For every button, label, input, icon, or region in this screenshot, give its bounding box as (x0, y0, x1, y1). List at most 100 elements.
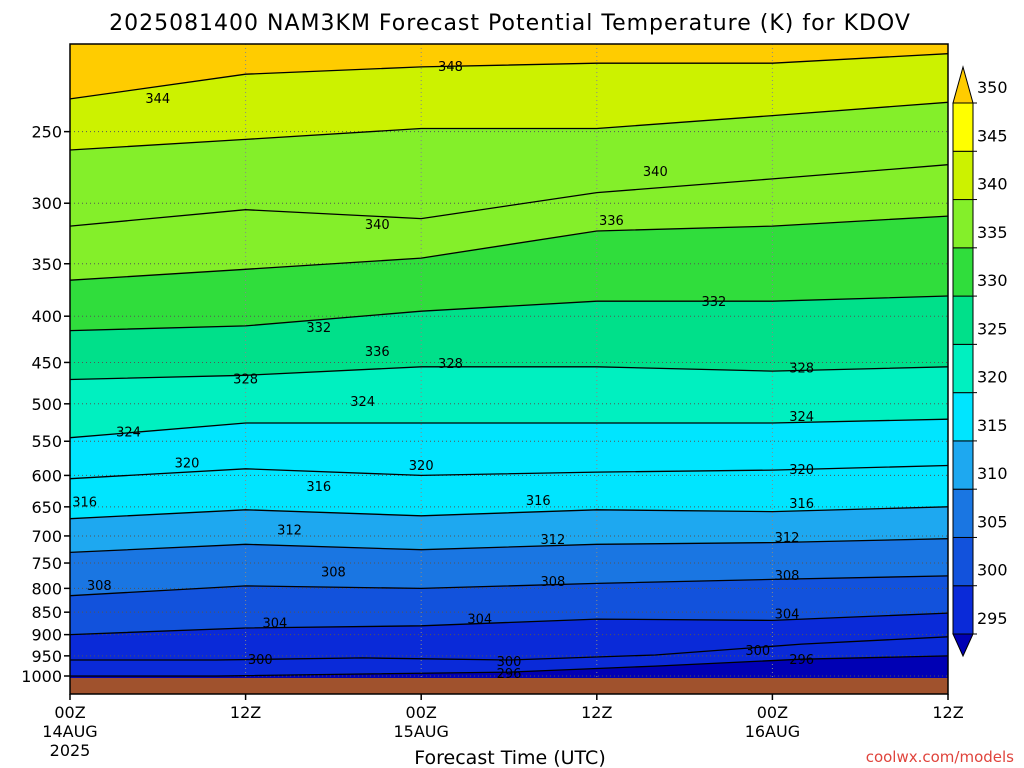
colorbar-label: 330 (977, 271, 1008, 290)
contour-label: 304 (262, 617, 287, 632)
contour-label: 344 (145, 92, 170, 107)
ground-strip (70, 678, 948, 694)
contour-label: 312 (540, 533, 565, 548)
colorbar-swatch (952, 440, 974, 490)
contour-label: 320 (789, 463, 814, 478)
contour-label: 328 (233, 373, 258, 388)
contour-304 (70, 612, 948, 636)
colorbar-swatch (952, 199, 974, 249)
contour-336 (70, 215, 948, 281)
colorbar-label: 315 (977, 416, 1008, 435)
contour-label: 312 (775, 531, 800, 546)
contour-label: 332 (701, 295, 726, 310)
credit-text: coolwx.com/models (866, 748, 1014, 766)
y-tick-label: 800 (31, 579, 62, 598)
x-tick-label: 00Z (406, 703, 437, 722)
x-tick-label: 12Z (932, 703, 963, 722)
contour-label: 324 (350, 395, 375, 410)
y-tick-label: 300 (31, 194, 62, 213)
colorbar-swatch (952, 247, 974, 297)
contour-label: 328 (438, 357, 463, 372)
contour-label: 316 (306, 480, 331, 495)
y-tick-label: 950 (31, 647, 62, 666)
colorbar-top-arrow (952, 65, 974, 104)
contour-340 (70, 164, 948, 227)
y-tick-label: 900 (31, 626, 62, 645)
x-tick-label: 12Z (230, 703, 261, 722)
y-axis: 250 300 350 400 450 500 550 600 650 700 750 800 850 9… (21, 123, 70, 686)
colorbar-swatch (952, 343, 974, 394)
contour-label: 308 (87, 579, 112, 594)
colorbar-swatch (952, 392, 974, 442)
y-tick-label: 500 (31, 395, 62, 414)
contour-label: 312 (277, 523, 302, 538)
contour-label: 308 (321, 565, 346, 580)
contour-label: 300 (745, 644, 770, 659)
colorbar-swatch (952, 102, 974, 152)
contour-label: 348 (438, 60, 463, 75)
y-tick-label: 350 (31, 255, 62, 274)
contour-label: 300 (497, 655, 522, 670)
contour-label: 300 (248, 653, 273, 668)
plot-area: 344 348 340 340 336 332 332 336 328 328 328 324 324 3… (70, 44, 948, 694)
colorbar: 295 300 305 310 315 320 325 330 335 340 345 350 (952, 65, 1008, 658)
contour-label: 320 (175, 456, 200, 471)
contour-308 (70, 575, 948, 597)
colorbar-label: 345 (977, 126, 1008, 145)
colorbar-label: 320 (977, 368, 1008, 387)
y-tick-label: 700 (31, 527, 62, 546)
colorbar-swatch (952, 150, 974, 201)
colorbar-swatch (952, 488, 974, 538)
y-tick-label: 850 (31, 603, 62, 622)
y-tick-label: 750 (31, 554, 62, 573)
x-tick-date: 15AUG (393, 722, 448, 741)
contour-label: 296 (789, 653, 814, 668)
contour-332 (70, 295, 948, 332)
y-tick-label: 550 (31, 432, 62, 451)
contour-label: 308 (540, 575, 565, 590)
x-tick-year: 2025 (50, 741, 91, 760)
contour-label: 336 (365, 345, 390, 360)
x-axis-label: Forecast Time (UTC) (414, 747, 605, 768)
x-tick-label: 00Z (54, 703, 85, 722)
chart-title: 2025081400 NAM3KM Forecast Potential Tem… (109, 11, 911, 36)
y-tick-label: 450 (31, 353, 62, 372)
grid-lines (70, 44, 948, 694)
y-tick-label: 250 (31, 123, 62, 142)
contour-labels: 344 348 340 340 336 332 332 336 328 328 328 324 324 3… (72, 60, 814, 682)
colorbar-label: 305 (977, 512, 1008, 531)
contour-label: 324 (116, 426, 141, 441)
y-tick-label: 650 (31, 498, 62, 517)
contour-label: 308 (775, 569, 800, 584)
colorbar-label: 300 (977, 561, 1008, 580)
contour-300 (70, 636, 948, 661)
colorbar-label: 325 (977, 319, 1008, 338)
colorbar-swatch (952, 536, 974, 587)
contour-296 (70, 655, 948, 677)
colorbar-swatch (952, 295, 974, 345)
contour-label: 340 (643, 165, 668, 180)
contour-label: 316 (72, 496, 97, 511)
contour-label: 320 (409, 459, 434, 474)
plot-frame (69, 43, 949, 695)
colorbar-swatch (952, 585, 974, 635)
contour-label: 340 (365, 218, 390, 233)
y-tick-label: 1000 (21, 667, 62, 686)
x-tick-label: 12Z (581, 703, 612, 722)
x-tick-date: 14AUG (42, 722, 97, 741)
colorbar-label: 335 (977, 223, 1008, 242)
contour-label: 328 (789, 362, 814, 377)
contour-label: 316 (526, 494, 551, 509)
contour-344 (70, 101, 948, 151)
contour-label: 324 (789, 410, 814, 425)
contour-label: 304 (775, 607, 800, 622)
contour-label: 332 (306, 321, 331, 336)
contour-316 (70, 506, 948, 520)
contour-348 (70, 53, 948, 100)
colorbar-label: 295 (977, 609, 1008, 628)
colorbar-bottom-arrow (952, 633, 974, 658)
contour-label: 316 (789, 497, 814, 512)
contour-label: 304 (467, 613, 492, 628)
